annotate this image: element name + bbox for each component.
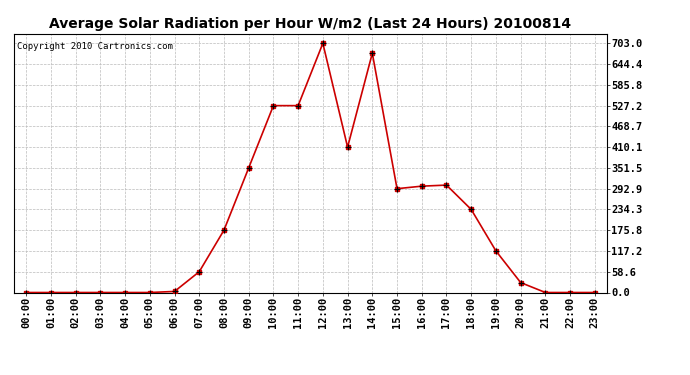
Text: Copyright 2010 Cartronics.com: Copyright 2010 Cartronics.com — [17, 42, 172, 51]
Title: Average Solar Radiation per Hour W/m2 (Last 24 Hours) 20100814: Average Solar Radiation per Hour W/m2 (L… — [50, 17, 571, 31]
